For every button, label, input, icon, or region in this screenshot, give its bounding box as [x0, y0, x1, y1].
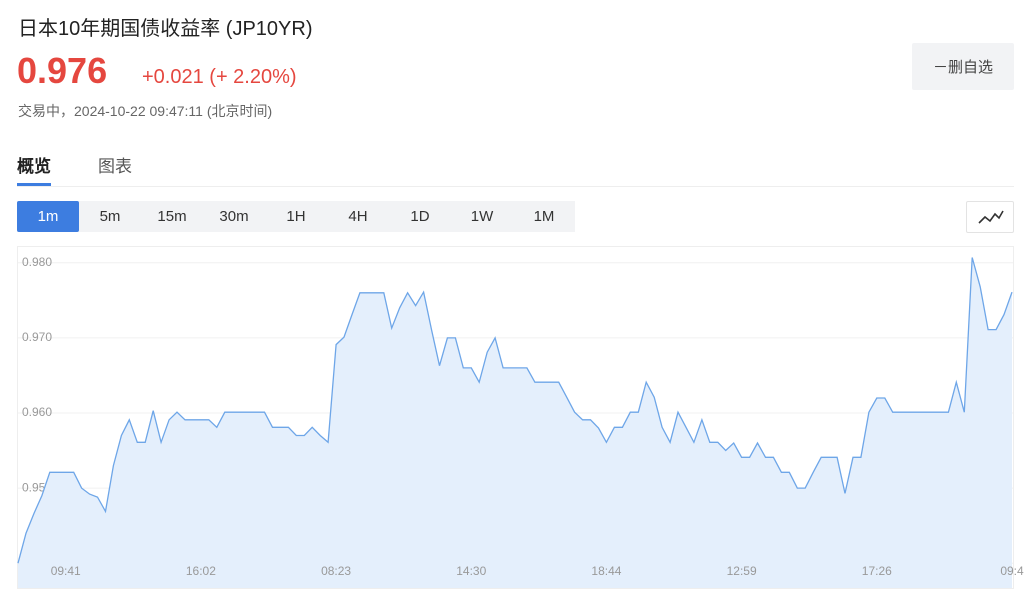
divider [17, 186, 1014, 187]
title: 日本10年期国债收益率 (JP10YR) [18, 18, 313, 40]
plot-frame [17, 246, 1014, 589]
interval-button[interactable]: 1M [533, 208, 555, 225]
line [17, 257, 1013, 564]
interval-button[interactable]: 30m [219, 208, 249, 225]
y-tick-label: 0.960 [22, 405, 52, 419]
interval-button[interactable]: 1W [470, 208, 494, 225]
interval-button[interactable]: 4H [348, 208, 368, 225]
y-tick-label: 0.940 [22, 555, 52, 569]
x-tick-label: 08:23 [321, 564, 351, 578]
x-tick-label: 14:30 [456, 564, 486, 578]
tab[interactable]: 图表 [98, 157, 132, 176]
y-tick-label: 0.980 [22, 255, 52, 269]
interval-button[interactable]: 15m [157, 208, 187, 225]
x-tick-label: 09:4 [1000, 564, 1024, 578]
tab[interactable]: 概览 [17, 152, 51, 186]
interval-button[interactable]: 1m [17, 201, 79, 232]
chart-type-button[interactable] [966, 201, 1014, 233]
status: 交易中，2024-10-22 09:47:11 (北京时间) [18, 103, 273, 119]
y-tick-label: 0.970 [22, 330, 52, 344]
x-tick-label: 18:44 [591, 564, 621, 578]
watchlist-button[interactable]: －删自选 [912, 43, 1014, 90]
interval-button[interactable]: 5m [99, 208, 121, 225]
y-tick-label: 0.950 [22, 480, 52, 494]
change: +0.021 (+ 2.20%) [142, 66, 297, 88]
price: 0.976 [17, 50, 108, 91]
area [18, 257, 1012, 588]
x-tick-label: 09:41 [51, 564, 81, 578]
interval-button[interactable]: 1H [286, 208, 306, 225]
x-tick-label: 16:02 [186, 564, 216, 578]
x-tick-label: 12:59 [727, 564, 757, 578]
interval-button[interactable]: 1D [410, 208, 430, 225]
interval-bar: 1m 5m 15m 30m 1H 4H 1D 1W 1M [17, 201, 575, 232]
x-tick-label: 17:26 [862, 564, 892, 578]
icon [978, 210, 1004, 224]
